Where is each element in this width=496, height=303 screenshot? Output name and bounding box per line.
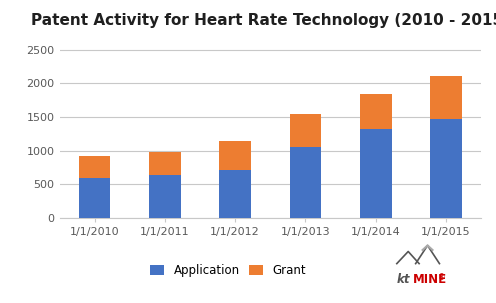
Bar <box>360 129 392 218</box>
Legend: Application, Grant: Application, Grant <box>150 264 307 277</box>
Bar <box>431 118 462 218</box>
Text: MINE: MINE <box>413 273 447 286</box>
Text: ®: ® <box>438 273 445 282</box>
Bar <box>79 178 110 218</box>
Bar <box>149 152 181 175</box>
Text: kt: kt <box>397 273 410 286</box>
Bar <box>290 148 321 218</box>
Bar <box>219 170 251 218</box>
Bar <box>79 155 110 178</box>
Bar <box>290 114 321 148</box>
Bar <box>149 175 181 218</box>
Bar <box>219 142 251 170</box>
Bar <box>360 94 392 129</box>
Title: Patent Activity for Heart Rate Technology (2010 - 2015): Patent Activity for Heart Rate Technolog… <box>31 13 496 28</box>
Bar <box>431 76 462 118</box>
